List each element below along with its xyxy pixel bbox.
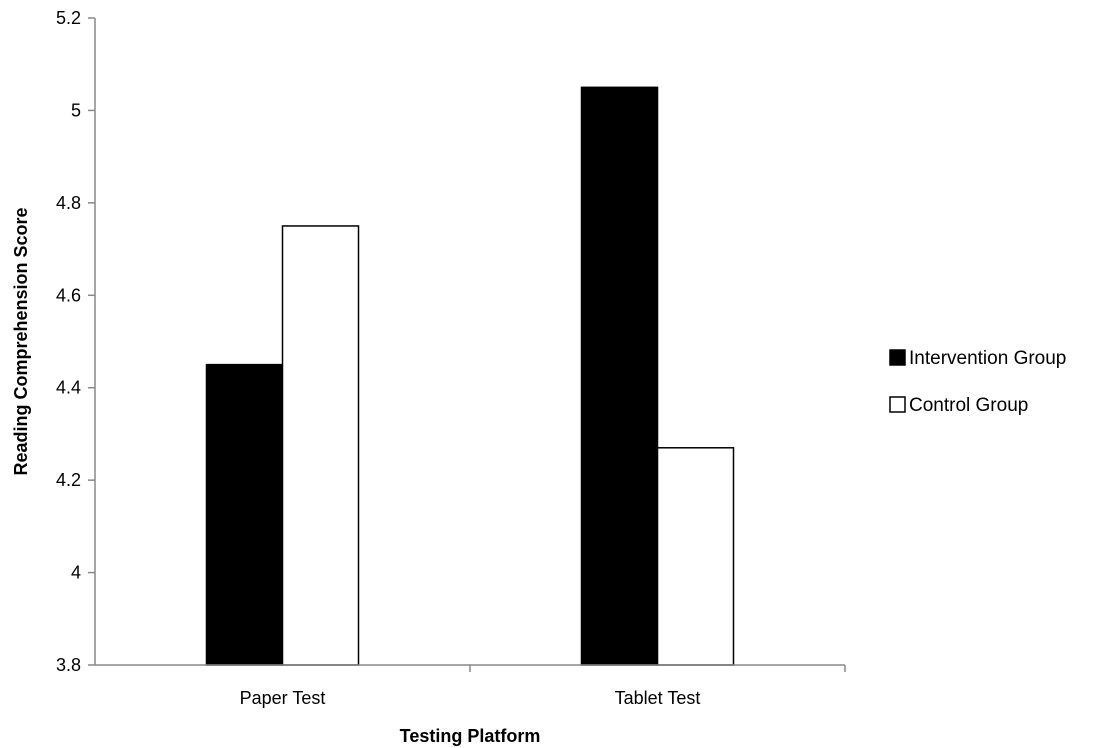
- bar-intervention-paper: [205, 363, 284, 666]
- y-tick-label: 5.2: [56, 8, 81, 28]
- y-tick-label: 4.2: [56, 470, 81, 490]
- y-tick-label: 4.8: [56, 193, 81, 213]
- bar-control-tablet: [656, 447, 735, 666]
- legend-swatch-intervention: [889, 349, 906, 366]
- y-axis-title: Reading Comprehension Score: [11, 207, 31, 475]
- legend-swatch-control: [889, 396, 906, 413]
- y-tick-label: 4: [71, 563, 81, 583]
- x-tick-label: Paper Test: [240, 688, 326, 708]
- legend-label: Intervention Group: [909, 348, 1066, 369]
- y-tick-label: 4.6: [56, 285, 81, 305]
- x-tick-label: Tablet Test: [615, 688, 701, 708]
- y-tick-label: 5: [71, 100, 81, 120]
- bar-control-paper: [281, 225, 360, 666]
- x-axis-ticks: Paper Test Tablet Test: [240, 665, 846, 708]
- bars: [205, 86, 735, 666]
- y-tick-label: 4.4: [56, 378, 81, 398]
- x-axis-title: Testing Platform: [400, 726, 541, 746]
- bar-intervention-tablet: [580, 86, 659, 666]
- legend-label: Control Group: [909, 395, 1028, 416]
- y-tick-label: 3.8: [56, 655, 81, 675]
- y-axis-ticks: 3.8 4 4.2 4.4 4.6 4.8 5 5.2: [56, 8, 95, 675]
- legend: Intervention Group Control Group: [889, 348, 1066, 416]
